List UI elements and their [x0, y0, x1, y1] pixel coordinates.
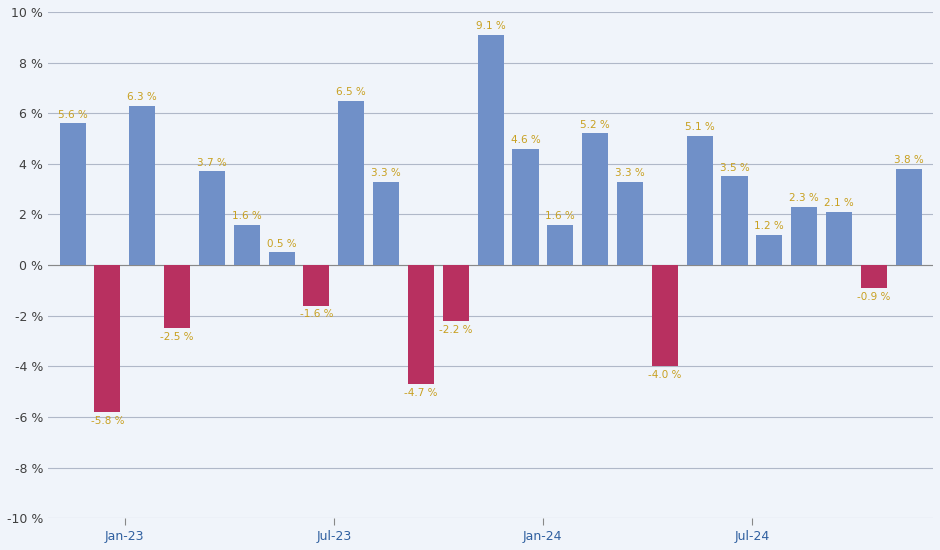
Text: 4.6 %: 4.6 %: [510, 135, 540, 145]
Text: -4.0 %: -4.0 %: [648, 370, 682, 380]
Text: 1.6 %: 1.6 %: [545, 211, 575, 221]
Bar: [199, 172, 225, 265]
Text: -4.7 %: -4.7 %: [404, 388, 438, 398]
Bar: [651, 265, 678, 366]
Bar: [443, 265, 469, 321]
Text: 5.1 %: 5.1 %: [684, 122, 714, 132]
Text: -2.2 %: -2.2 %: [439, 324, 473, 334]
Text: 0.5 %: 0.5 %: [267, 239, 296, 249]
Text: 3.7 %: 3.7 %: [197, 158, 227, 168]
Text: 5.2 %: 5.2 %: [580, 120, 610, 130]
Bar: [478, 35, 504, 265]
Bar: [338, 101, 365, 265]
Text: 2.3 %: 2.3 %: [790, 193, 819, 203]
Text: 3.8 %: 3.8 %: [894, 155, 923, 165]
Text: 1.6 %: 1.6 %: [232, 211, 261, 221]
Text: -0.9 %: -0.9 %: [857, 292, 890, 302]
Text: -1.6 %: -1.6 %: [300, 310, 333, 320]
Text: 1.2 %: 1.2 %: [755, 221, 784, 231]
Bar: [826, 212, 852, 265]
Bar: [791, 207, 817, 265]
Bar: [304, 265, 330, 306]
Bar: [617, 182, 643, 265]
Bar: [896, 169, 922, 265]
Bar: [269, 252, 294, 265]
Bar: [512, 148, 539, 265]
Bar: [94, 265, 120, 412]
Bar: [757, 235, 782, 265]
Text: 6.5 %: 6.5 %: [337, 87, 367, 97]
Bar: [59, 123, 86, 265]
Bar: [164, 265, 190, 328]
Text: 5.6 %: 5.6 %: [57, 109, 87, 119]
Bar: [721, 177, 747, 265]
Text: 3.3 %: 3.3 %: [615, 168, 645, 178]
Bar: [582, 134, 608, 265]
Bar: [547, 224, 573, 265]
Bar: [861, 265, 887, 288]
Bar: [373, 182, 400, 265]
Text: 6.3 %: 6.3 %: [127, 92, 157, 102]
Bar: [234, 224, 259, 265]
Text: 2.1 %: 2.1 %: [824, 198, 854, 208]
Text: -2.5 %: -2.5 %: [161, 332, 194, 342]
Text: 3.3 %: 3.3 %: [371, 168, 401, 178]
Bar: [686, 136, 713, 265]
Bar: [408, 265, 434, 384]
Text: 3.5 %: 3.5 %: [720, 163, 749, 173]
Text: 9.1 %: 9.1 %: [476, 21, 506, 31]
Bar: [129, 106, 155, 265]
Text: -5.8 %: -5.8 %: [90, 416, 124, 426]
